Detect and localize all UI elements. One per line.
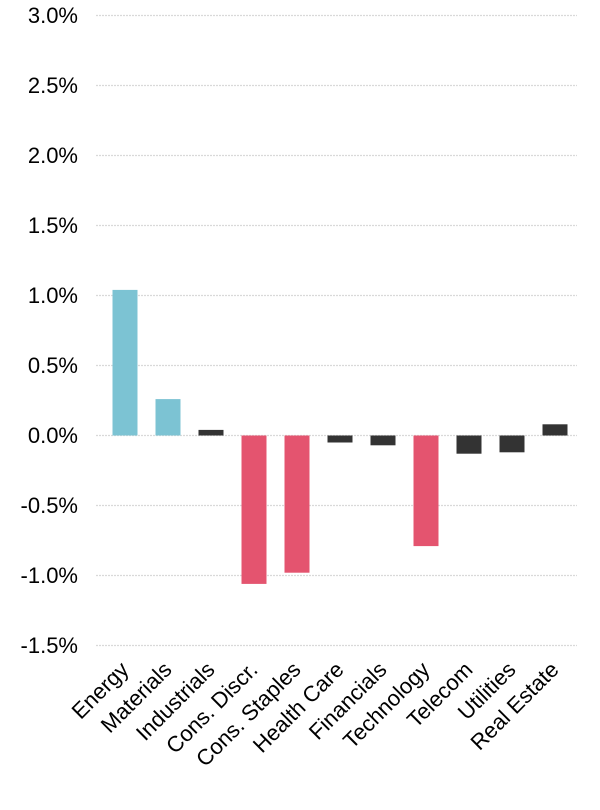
bar-financials [370,435,396,446]
bar-health-care [327,435,353,443]
bar-cons-staples [284,435,310,573]
y-tick-label-3-0: 3.0% [28,3,78,28]
y-tick-label-0-5: 0.5% [28,353,78,378]
y-tick-label-0-5: -0.5% [21,493,78,518]
y-tick-label-1-0: 1.0% [28,283,78,308]
bar-cons-discr [241,435,267,584]
bar-materials [155,399,181,436]
y-tick-label-1-5: 1.5% [28,213,78,238]
bar-technology [413,435,439,547]
y-tick-label-1-0: -1.0% [21,563,78,588]
y-tick-label-2-5: 2.5% [28,73,78,98]
bar-utilities [499,435,525,453]
bar-industrials [198,429,224,436]
y-tick-label-0-0: 0.0% [28,423,78,448]
bar-telecom [456,435,482,454]
y-tick-label-1-5: -1.5% [21,633,78,658]
y-tick-label-2-0: 2.0% [28,143,78,168]
bar-real-estate [542,424,568,436]
bar-energy [112,289,138,436]
